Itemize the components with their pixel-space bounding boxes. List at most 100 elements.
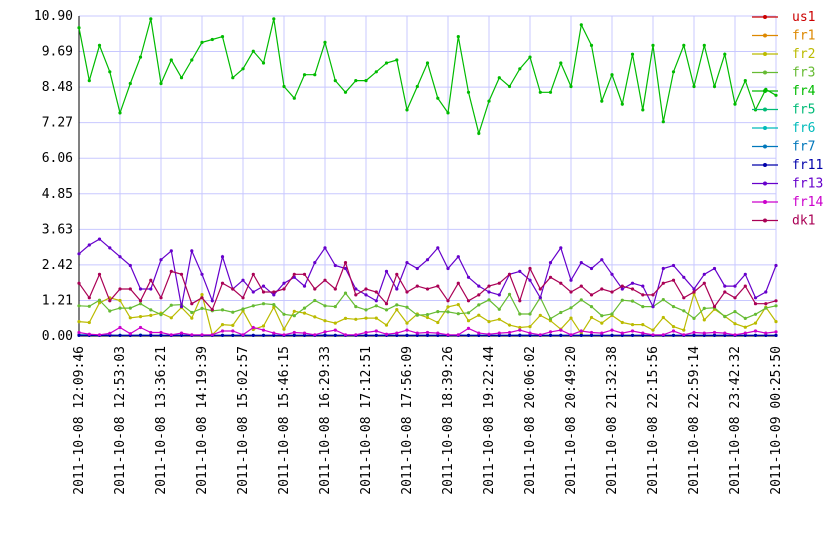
- y-tick-label: 6.06: [42, 151, 73, 166]
- data-point: [108, 246, 112, 250]
- data-point: [764, 333, 768, 337]
- data-point: [179, 331, 184, 335]
- data-point: [559, 281, 563, 285]
- data-point: [179, 305, 184, 309]
- data-point: [456, 333, 460, 337]
- x-tick-label: 2011-10-08 17:56:09: [400, 346, 415, 495]
- data-point: [272, 331, 276, 335]
- data-point: [149, 308, 153, 312]
- data-point: [169, 333, 173, 337]
- data-point: [374, 316, 378, 320]
- data-point: [610, 73, 614, 77]
- data-point: [753, 312, 758, 316]
- data-point: [436, 310, 440, 314]
- data-point: [641, 305, 645, 309]
- data-point: [733, 322, 737, 326]
- legend-item-fr5: fr5: [752, 103, 815, 118]
- data-point: [559, 61, 563, 65]
- data-point: [651, 43, 655, 48]
- data-point: [446, 299, 450, 303]
- data-point: [671, 305, 676, 309]
- data-point: [333, 328, 337, 332]
- data-point: [600, 333, 604, 337]
- data-point: [343, 291, 348, 295]
- data-point: [231, 329, 235, 333]
- data-point: [682, 309, 686, 313]
- data-point: [87, 320, 91, 325]
- legend-label: us1: [792, 10, 815, 25]
- data-point: [620, 331, 624, 335]
- x-tick-label: 2011-10-08 19:22:44: [482, 346, 497, 495]
- data-point: [610, 333, 614, 337]
- data-point: [589, 333, 594, 337]
- data-point: [313, 261, 317, 265]
- data-point: [272, 333, 276, 337]
- data-point: [292, 314, 296, 318]
- data-point: [323, 246, 327, 250]
- data-point: [128, 263, 132, 268]
- y-tick-label: 10.90: [34, 9, 73, 24]
- data-point: [712, 266, 717, 271]
- data-point: [333, 287, 337, 291]
- data-point: [128, 316, 132, 320]
- data-point: [323, 304, 327, 308]
- x-tick-label: 2011-10-08 22:15:56: [646, 346, 661, 495]
- data-point: [630, 323, 635, 327]
- data-point: [456, 303, 460, 307]
- data-point: [518, 325, 522, 330]
- data-point: [641, 293, 645, 297]
- data-point: [774, 320, 778, 324]
- data-point: [610, 328, 614, 332]
- data-point: [723, 290, 727, 294]
- y-axis-tick-labels: 0.00 1.21 2.42 3.63 4.85 6.06 7.27 8.48 9.69 10.9…: [34, 9, 73, 344]
- data-point: [282, 327, 286, 331]
- data-point: [425, 330, 430, 335]
- data-point: [569, 84, 573, 89]
- data-point: [651, 333, 655, 337]
- data-point: [538, 296, 542, 300]
- data-point: [169, 58, 173, 62]
- legend-item-fr14: fr14: [752, 195, 823, 210]
- data-point: [528, 278, 532, 282]
- data-point: [661, 120, 665, 124]
- legend-item-fr1: fr1: [752, 29, 815, 44]
- data-point: [507, 84, 512, 89]
- data-point: [210, 37, 214, 42]
- data-point: [343, 266, 348, 271]
- x-tick-label: 2011-10-08 23:42:32: [728, 346, 743, 495]
- series-fr14: [77, 325, 778, 337]
- data-point: [630, 329, 635, 333]
- data-point: [395, 272, 399, 276]
- data-point: [374, 299, 378, 303]
- data-point: [405, 290, 409, 294]
- data-point: [241, 278, 245, 282]
- data-point: [231, 323, 235, 327]
- data-point: [477, 284, 481, 288]
- data-point: [108, 331, 112, 335]
- x-axis-tick-labels: 2011-10-08 12:09:46 2011-10-08 12:53:03 20…: [72, 346, 784, 495]
- data-point: [272, 303, 276, 307]
- data-point: [630, 52, 635, 56]
- data-point: [354, 287, 358, 291]
- data-point: [600, 258, 604, 262]
- data-point: [641, 333, 645, 337]
- data-point: [600, 321, 604, 325]
- data-point: [395, 308, 399, 312]
- data-point: [425, 61, 430, 65]
- data-point: [190, 333, 194, 337]
- data-point: [518, 269, 522, 273]
- data-point: [415, 331, 419, 335]
- data-point: [456, 35, 460, 39]
- data-point: [579, 261, 583, 265]
- legend-marker: [763, 89, 767, 93]
- y-tick-label: 0.00: [42, 329, 73, 344]
- data-point: [128, 332, 132, 336]
- data-point: [446, 111, 450, 115]
- data-point: [733, 284, 737, 288]
- data-point: [466, 333, 471, 337]
- data-point: [77, 26, 81, 30]
- legend-label: fr5: [792, 103, 815, 118]
- data-point: [169, 249, 173, 253]
- data-point: [261, 284, 266, 288]
- data-point: [384, 308, 389, 312]
